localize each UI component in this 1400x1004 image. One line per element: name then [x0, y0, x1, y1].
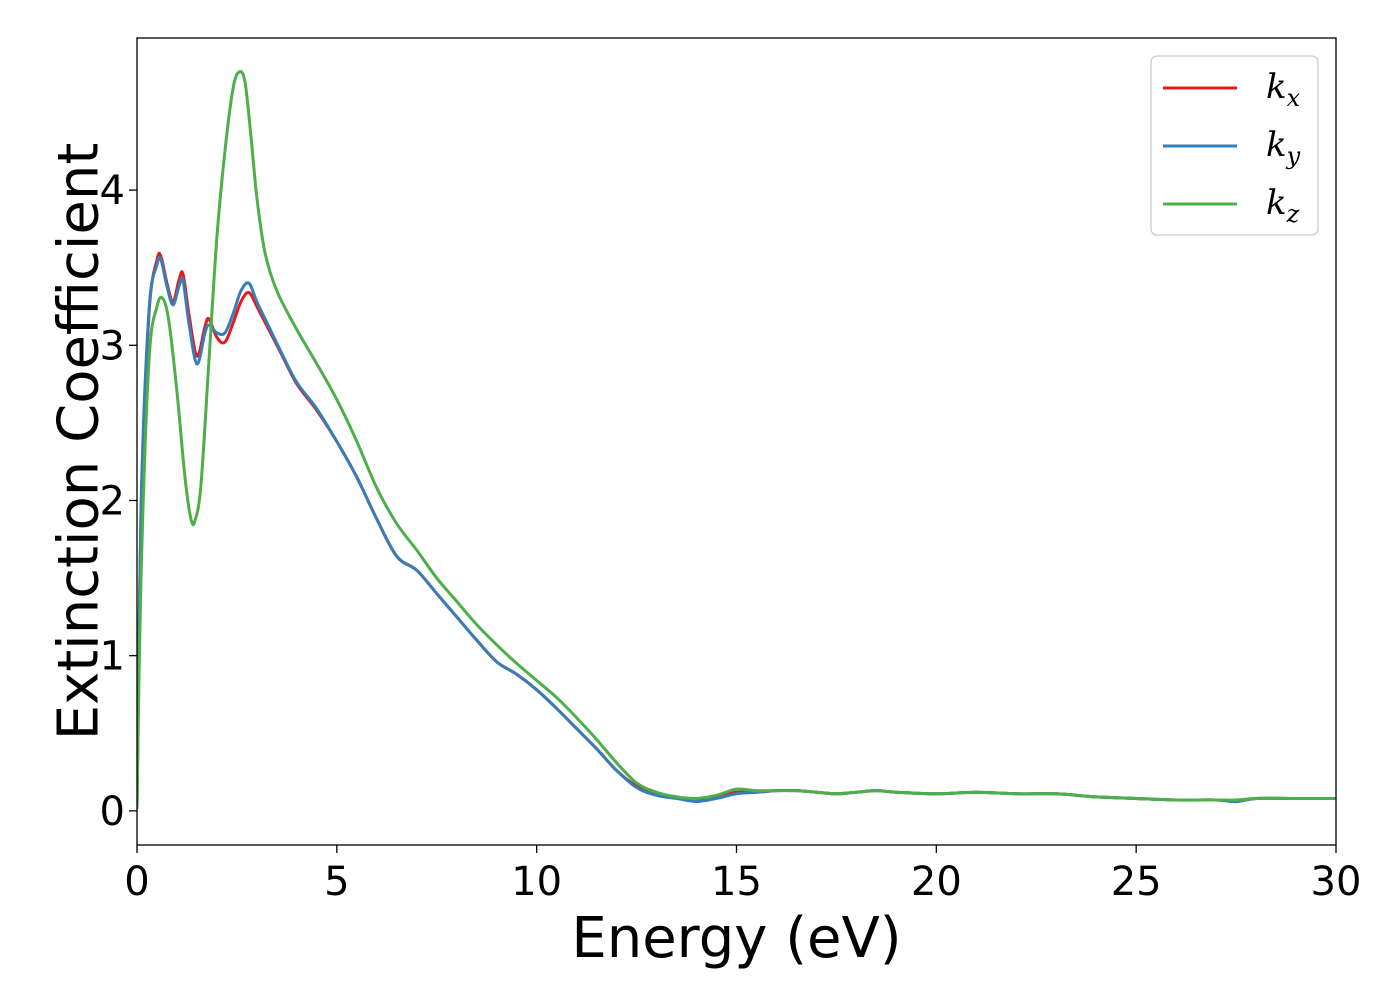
y-tick-label: 2 — [100, 478, 125, 524]
series-line-z — [137, 70, 1336, 810]
x-tick-label: 10 — [511, 859, 562, 905]
legend-label-x: kx — [1266, 67, 1301, 112]
series-line-x — [137, 251, 1336, 810]
x-tick-label: 25 — [1111, 859, 1162, 905]
x-tick-label: 20 — [911, 859, 962, 905]
y-tick-label: 0 — [100, 789, 125, 835]
legend: kx ky kz — [1150, 55, 1319, 236]
series-line-y — [137, 256, 1336, 810]
x-tick-label: 15 — [711, 859, 762, 905]
x-axis-title: Energy (eV) — [571, 906, 901, 971]
x-tick-label: 30 — [1311, 859, 1362, 905]
legend-label-z: kz — [1266, 183, 1300, 228]
ticks-layer: 0 5 10 15 20 25 30 0 1 2 3 4 — [100, 168, 1362, 905]
x-tick-label: 5 — [324, 859, 349, 905]
y-axis-title: Extinction Coefficient — [47, 143, 112, 741]
legend-label-y: ky — [1266, 125, 1301, 170]
y-tick-label: 3 — [100, 323, 125, 369]
x-tick-label: 0 — [124, 859, 149, 905]
y-tick-label: 1 — [100, 634, 125, 680]
y-tick-label: 4 — [100, 168, 125, 214]
series-layer — [137, 70, 1336, 810]
